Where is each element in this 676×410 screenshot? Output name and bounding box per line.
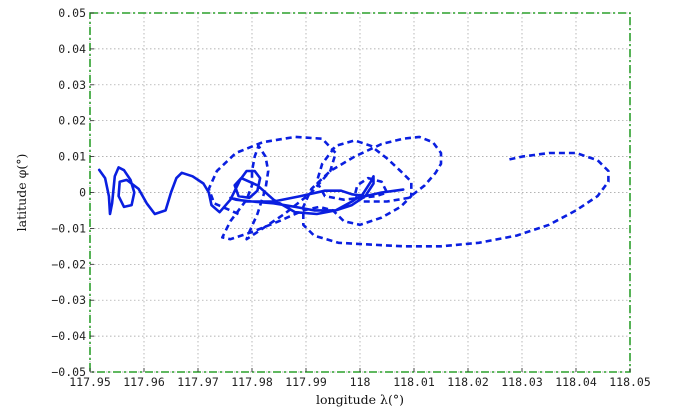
y-tick-label: 0.05 <box>58 6 86 20</box>
y-tick-label: 0.01 <box>58 150 86 164</box>
y-tick-label: 0.02 <box>58 114 86 128</box>
x-tick-label: 117.98 <box>231 375 273 389</box>
x-tick-label: 117.97 <box>177 375 219 389</box>
y-tick-label: −0.02 <box>51 257 86 271</box>
series-solid-line <box>97 166 405 216</box>
y-tick-label: −0.05 <box>51 365 86 379</box>
x-tick-label: 118.05 <box>609 375 651 389</box>
y-axis-ticks: −0.05 −0.04 −0.03 −0.02 −0.01 0 0.01 0.02 0.03 0.… <box>51 6 94 379</box>
x-tick-label: 118 <box>350 375 371 389</box>
x-tick-label: 118.04 <box>555 375 597 389</box>
x-tick-label: 117.95 <box>69 375 111 389</box>
y-tick-label: 0 <box>79 186 86 200</box>
x-tick-label: 117.96 <box>123 375 165 389</box>
x-tick-label: 117.99 <box>285 375 327 389</box>
x-axis-label: longitude λ(°) <box>316 392 404 407</box>
series-layer <box>97 135 610 248</box>
y-tick-label: −0.03 <box>51 293 86 307</box>
y-tick-label: −0.01 <box>51 221 86 235</box>
x-tick-label: 118.01 <box>393 375 435 389</box>
series-dashed-line <box>207 135 610 248</box>
y-tick-label: 0.03 <box>58 78 86 92</box>
y-tick-label: 0.04 <box>58 42 86 56</box>
x-tick-label: 118.03 <box>501 375 543 389</box>
x-axis-ticks: 117.95 117.96 117.97 117.98 117.99 118 118.01 1… <box>69 368 651 389</box>
x-tick-label: 118.02 <box>447 375 489 389</box>
y-axis-label: latitude φ(°) <box>14 154 29 232</box>
y-tick-label: −0.04 <box>51 329 86 343</box>
